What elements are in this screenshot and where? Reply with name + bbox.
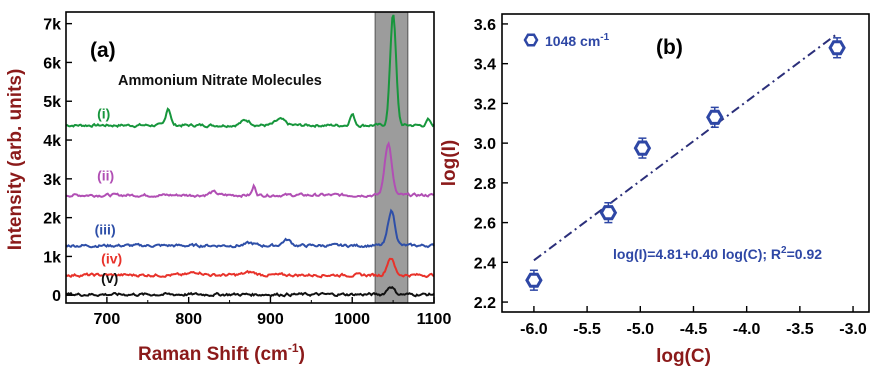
x-axis-label-a: Raman Shift (cm-1) xyxy=(138,341,305,365)
y-tick-label: 3.0 xyxy=(474,136,496,153)
spectrum-line xyxy=(65,140,435,199)
panel-label-a: (a) xyxy=(90,39,116,62)
x-tick-label: -6.0 xyxy=(520,321,548,338)
y-tick-label: 2.8 xyxy=(474,176,496,193)
series-label: (iii) xyxy=(95,222,116,238)
x-tick-label: 800 xyxy=(175,311,202,328)
series-label: (ii) xyxy=(97,167,114,183)
y-tick-label: 4k xyxy=(43,133,61,150)
y-tick-label: 3k xyxy=(43,172,61,189)
y-tick-label: 3.2 xyxy=(474,96,496,113)
series-label: (v) xyxy=(101,270,118,286)
calibration-panel: -6.0 -5.5 -5.0 -4.5 -4.0 -3.5 -3.0 2.2 2.4 2.6 2.8… xyxy=(439,13,870,367)
legend-marker xyxy=(523,33,539,47)
spectrum-line xyxy=(65,208,435,249)
y-tick-label: 3.4 xyxy=(474,57,496,74)
series-label: (iv) xyxy=(101,250,122,266)
x-tick-label: -3.0 xyxy=(839,321,867,338)
legend-entry: 1048 cm-1 xyxy=(545,32,610,49)
plot-frame-a xyxy=(65,11,435,304)
x-tick-label: -4.5 xyxy=(680,321,708,338)
x-tick-label: -5.5 xyxy=(573,321,601,338)
y-tick-label: 7k xyxy=(43,17,61,34)
x-tick-label: 700 xyxy=(94,311,121,328)
data-point xyxy=(706,109,724,125)
data-point xyxy=(633,140,652,156)
y-tick-label: 3.6 xyxy=(474,17,496,34)
y-tick-label: 5k xyxy=(43,94,61,111)
y-axis-label-b: log(I) xyxy=(439,140,460,186)
x-tick-label: -3.5 xyxy=(786,321,814,338)
y-axis-label-a: Intensity (arb. units) xyxy=(5,69,26,251)
legend: 1048 cm-1 xyxy=(523,32,610,49)
y-tick-label: 0 xyxy=(52,288,61,305)
x-tick-label: -4.0 xyxy=(733,321,761,338)
y-tick-label: 2.4 xyxy=(474,255,496,272)
y-tick-label: 2.6 xyxy=(474,216,496,233)
x-tick-label: 1100 xyxy=(417,311,452,328)
spectrum-line xyxy=(65,257,435,279)
y-tick-label: 2.2 xyxy=(474,295,496,312)
x-tick-label: 1000 xyxy=(334,311,370,328)
x-axis-label-b: log(C) xyxy=(656,346,711,367)
y-tick-label: 6k xyxy=(43,55,61,72)
y-tick-label: 2k xyxy=(43,211,61,228)
spectrum-line xyxy=(65,14,435,129)
data-point xyxy=(828,40,846,56)
x-tick-label: -5.0 xyxy=(627,321,655,338)
panel-label-b: (b) xyxy=(656,36,683,59)
spectra-lines xyxy=(65,14,435,298)
y-tick-label: 1k xyxy=(43,249,61,266)
fit-line xyxy=(533,33,838,262)
series-label: (i) xyxy=(97,106,110,122)
series-labels: (i) (ii) (iii) (iv) (v) xyxy=(95,106,123,286)
fit-equation: log(I)=4.81+0.40 log(C); R2=0.92 xyxy=(613,245,822,262)
axis-ticks-a: 700 800 900 1000 1100 0 1k 2k 3k 4k 5k 6k 7k xyxy=(43,17,451,328)
annotation-text: Ammonium Nitrate Molecules xyxy=(118,73,322,89)
plot-frame-b xyxy=(501,13,870,313)
axis-ticks-b: -6.0 -5.5 -5.0 -4.5 -4.0 -3.5 -3.0 2.2 2.4 2.6 2.8… xyxy=(474,17,867,338)
data-point xyxy=(599,205,618,221)
spectrum-line xyxy=(65,285,435,298)
raman-spectra-panel: 700 800 900 1000 1100 0 1k 2k 3k 4k 5k 6k 7k (i) (ii)… xyxy=(5,11,451,365)
data-point xyxy=(525,272,543,288)
data-points xyxy=(525,37,846,291)
x-tick-label: 900 xyxy=(257,311,284,328)
